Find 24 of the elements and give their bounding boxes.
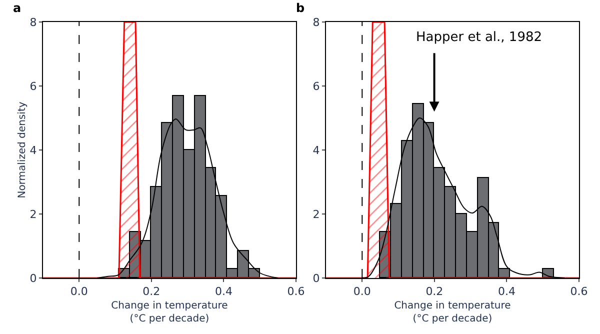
y-tick-label: 6	[312, 80, 320, 93]
y-tick-label: 4	[312, 144, 320, 157]
chart-title: a	[13, 1, 22, 15]
chart-title: b	[296, 1, 305, 15]
y-tick-label: 0	[312, 272, 320, 285]
y-tick-label: 2	[30, 208, 37, 221]
y-tick-label: 0	[30, 272, 37, 285]
y-axis-title: Normalized density	[16, 102, 28, 198]
annotation: Happer et al., 1982	[416, 30, 542, 45]
y-tick-label: 8	[30, 16, 37, 29]
x-tick-label: 0.2	[142, 285, 160, 298]
x-axis-title: Change in temperature (°C per decade)	[394, 300, 511, 325]
x-axis-title: Change in temperature (°C per decade)	[111, 300, 228, 325]
x-tick-label: 0.0	[70, 285, 88, 298]
x-tick-label: 0.2	[426, 285, 444, 298]
x-tick-label: 0.4	[498, 285, 516, 298]
y-tick-label: 6	[30, 80, 37, 93]
x-tick-label: 0.6	[570, 285, 588, 298]
x-tick-label: 0.0	[353, 285, 371, 298]
x-tick-label: 0.4	[214, 285, 232, 298]
y-tick-label: 2	[312, 208, 320, 221]
y-tick-label: 8	[312, 16, 320, 29]
x-tick-label: 0.6	[287, 285, 305, 298]
y-tick-label: 4	[30, 144, 37, 157]
